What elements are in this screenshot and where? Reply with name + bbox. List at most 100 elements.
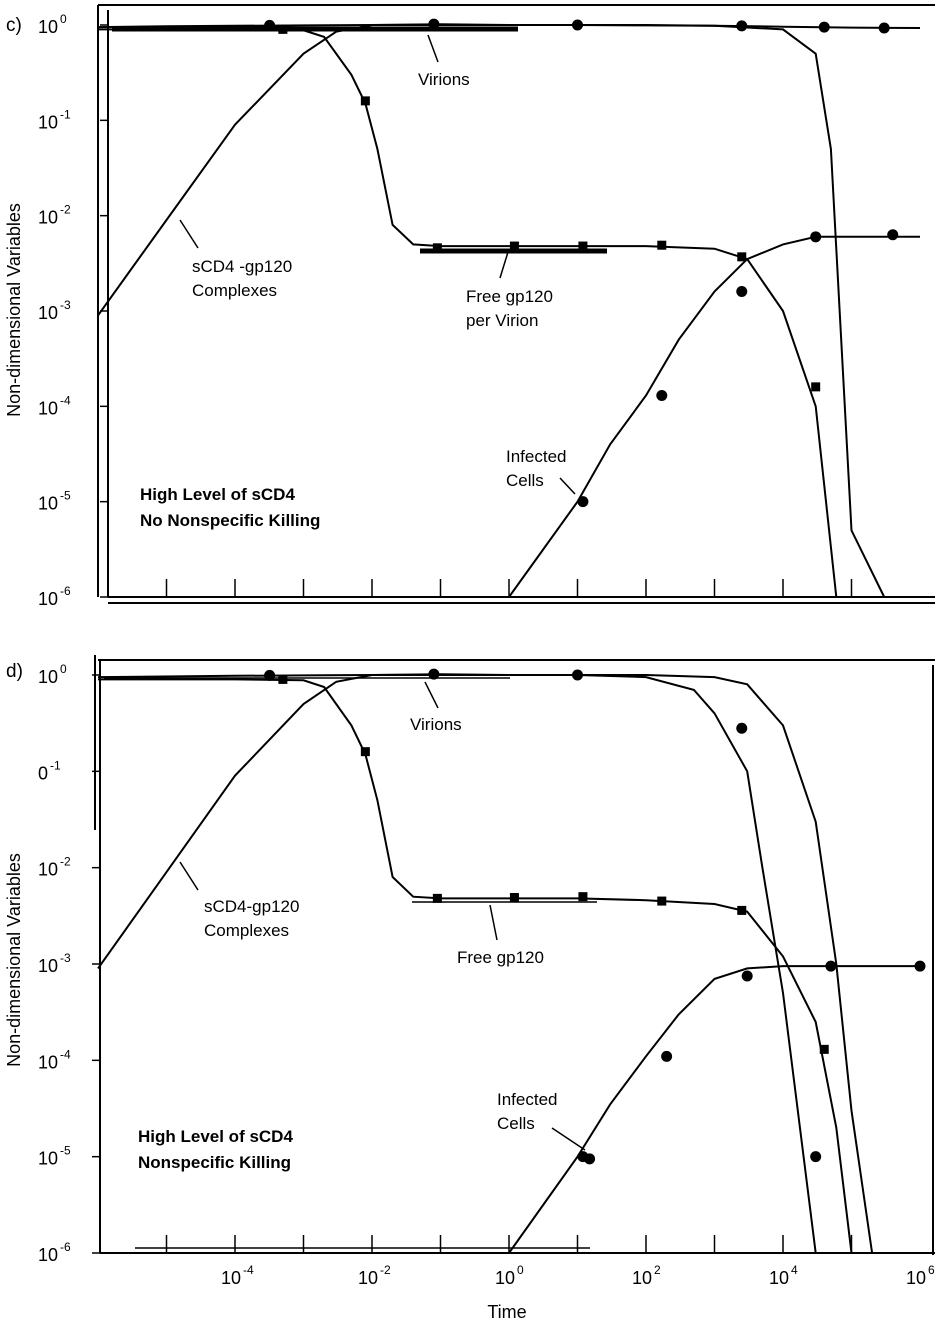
x-tick-base: 10 bbox=[358, 1268, 378, 1288]
data-point-square bbox=[360, 96, 370, 106]
series-line-2 bbox=[97, 674, 441, 969]
x-tick-exponent: -2 bbox=[380, 1263, 391, 1277]
y-tick-label: 10 -4 bbox=[38, 1047, 100, 1072]
y-tick-exponent: -2 bbox=[60, 203, 71, 217]
plot-area-d: Virions sCD4-gp120 Complexes Free gp120 Infe… bbox=[94, 655, 935, 1255]
series-label: Cells bbox=[506, 471, 544, 490]
y-tick-exponent: -1 bbox=[60, 107, 71, 121]
data-point-circle bbox=[584, 1153, 596, 1165]
y-tick-exponent: -2 bbox=[60, 855, 71, 869]
series-line-0 bbox=[97, 673, 817, 1254]
data-point-square bbox=[432, 893, 442, 903]
series-label-leader bbox=[551, 1127, 586, 1151]
x-tick-base: 10 bbox=[769, 1268, 789, 1288]
series-label: Free gp120 bbox=[466, 287, 553, 306]
series-line-4 bbox=[508, 235, 920, 598]
y-tick-label: 10 -3 bbox=[38, 951, 100, 976]
y-tick-label: 10 -6 bbox=[38, 1240, 100, 1265]
data-point-square bbox=[278, 674, 288, 684]
data-point-square bbox=[360, 747, 370, 757]
y-tick-label: 10 -5 bbox=[38, 489, 108, 514]
data-point-square bbox=[819, 1044, 829, 1054]
series-line-1 bbox=[440, 24, 921, 29]
x-tick-exponent: 6 bbox=[928, 1263, 935, 1277]
x-tick-label: 10 2 bbox=[632, 1263, 661, 1288]
data-point-circle bbox=[661, 1050, 673, 1062]
annotation-line2-d: Nonspecific Killing bbox=[138, 1153, 291, 1172]
x-tick-exponent: -4 bbox=[243, 1263, 254, 1277]
data-point-circle bbox=[810, 1151, 822, 1163]
x-tick-exponent: 2 bbox=[654, 1263, 661, 1277]
series-label-leader bbox=[424, 681, 439, 709]
y-tick-label: 10 0 bbox=[38, 662, 100, 687]
data-point-square bbox=[737, 252, 747, 262]
y-tick-label: 10 -2 bbox=[38, 203, 108, 228]
data-point-circle bbox=[810, 231, 822, 243]
y-tick-label: 10 -5 bbox=[38, 1144, 100, 1169]
y-tick-exponent: -4 bbox=[60, 1047, 71, 1061]
data-point-square bbox=[657, 240, 667, 250]
y-tick-base: 10 bbox=[38, 1245, 58, 1265]
panel-label-c: c) bbox=[6, 15, 22, 36]
x-axis-label: Time bbox=[487, 1302, 526, 1322]
series-label-leader bbox=[427, 34, 439, 63]
y-tick-label: 10 -6 bbox=[38, 584, 108, 609]
x-ticks-d: 10 -4 10 -2 10 0 10 2 10 4 10 6 bbox=[221, 1263, 935, 1288]
data-point-square bbox=[509, 241, 519, 251]
data-point-square bbox=[657, 896, 667, 906]
y-tick-label: 0 -1 bbox=[38, 758, 100, 783]
series-line-3 bbox=[98, 28, 838, 598]
y-tick-base: 10 bbox=[38, 1052, 58, 1072]
y-tick-base: 10 bbox=[38, 1149, 58, 1169]
data-point-square bbox=[737, 905, 747, 915]
panel-label-d: d) bbox=[6, 661, 23, 682]
data-point-square bbox=[578, 892, 588, 902]
series-label: sCD4-gp120 bbox=[204, 897, 299, 916]
data-point-square bbox=[578, 241, 588, 251]
annotation-line1-c: High Level of sCD4 bbox=[140, 485, 295, 504]
y-tick-exponent: -1 bbox=[50, 758, 61, 772]
data-point-circle bbox=[656, 389, 668, 401]
y-tick-exponent: 0 bbox=[60, 12, 67, 26]
data-point-square bbox=[432, 243, 442, 253]
series-label: Infected bbox=[497, 1090, 558, 1109]
y-tick-base: 10 bbox=[38, 956, 58, 976]
y-tick-base: 10 bbox=[38, 494, 58, 514]
x-tick-label: 10 6 bbox=[906, 1263, 935, 1288]
y-tick-base: 10 bbox=[38, 589, 58, 609]
annotation-line1-d: High Level of sCD4 bbox=[138, 1127, 293, 1146]
x-tick-label: 10 0 bbox=[495, 1263, 524, 1288]
y-tick-exponent: -3 bbox=[60, 951, 71, 965]
y-tick-base: 10 bbox=[38, 667, 58, 687]
y-tick-label: 10 -2 bbox=[38, 855, 100, 880]
x-tick-label: 10 4 bbox=[769, 1263, 798, 1288]
y-tick-base: 10 bbox=[38, 398, 58, 418]
series-label-leader bbox=[489, 904, 498, 941]
y-tick-base: 0 bbox=[38, 763, 48, 783]
data-point-circle bbox=[914, 960, 926, 972]
y-tick-base: 10 bbox=[38, 860, 58, 880]
y-axis-label-d: Non-dimensional Variables bbox=[4, 853, 24, 1067]
data-point-circle bbox=[736, 286, 748, 298]
y-tick-label: 10 -1 bbox=[38, 107, 108, 132]
y-tick-base: 10 bbox=[38, 303, 58, 323]
y-tick-exponent: -5 bbox=[60, 489, 71, 503]
y-tick-exponent: -6 bbox=[60, 584, 71, 598]
y-tick-base: 10 bbox=[38, 208, 58, 228]
x-tick-base: 10 bbox=[906, 1268, 926, 1288]
series-label: per Virion bbox=[466, 311, 538, 330]
series-line-2 bbox=[97, 24, 441, 316]
data-point-circle bbox=[577, 496, 589, 508]
plot-area-c: Virions sCD4 -gp120 Complexes Free gp120 per… bbox=[97, 4, 935, 604]
series-label: Infected bbox=[506, 447, 567, 466]
x-tick-exponent: 0 bbox=[517, 1263, 524, 1277]
series-label-leader bbox=[179, 861, 199, 891]
series-label: Virions bbox=[410, 715, 462, 734]
panel-d: d) Non-dimensional Variables 10 00 -110 -21… bbox=[4, 655, 935, 1288]
y-ticks-d: 10 00 -110-210-310-410-510-6 bbox=[38, 662, 100, 1265]
x-tick-exponent: 4 bbox=[791, 1263, 798, 1277]
data-point-circle bbox=[741, 970, 753, 982]
data-point-circle bbox=[887, 229, 899, 241]
